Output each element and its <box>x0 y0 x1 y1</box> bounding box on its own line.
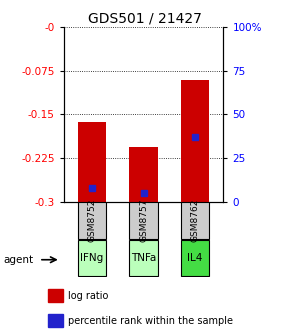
Text: GDS501 / 21427: GDS501 / 21427 <box>88 12 202 26</box>
Text: GSM8752: GSM8752 <box>88 199 97 242</box>
Text: IL4: IL4 <box>187 253 203 263</box>
Bar <box>129 148 158 202</box>
Bar <box>78 122 106 202</box>
Text: IFNg: IFNg <box>80 253 104 263</box>
Text: GSM8757: GSM8757 <box>139 199 148 242</box>
Text: GSM8762: GSM8762 <box>191 199 200 242</box>
Text: log ratio: log ratio <box>68 291 108 301</box>
Text: TNFa: TNFa <box>131 253 156 263</box>
Bar <box>129 202 158 239</box>
Text: agent: agent <box>3 255 33 265</box>
Bar <box>78 202 106 239</box>
Bar <box>181 202 209 239</box>
Bar <box>48 289 63 302</box>
Bar <box>181 240 209 277</box>
Text: percentile rank within the sample: percentile rank within the sample <box>68 316 233 326</box>
Bar <box>129 240 158 277</box>
Bar <box>181 80 209 202</box>
Bar <box>48 314 63 327</box>
Bar <box>78 240 106 277</box>
